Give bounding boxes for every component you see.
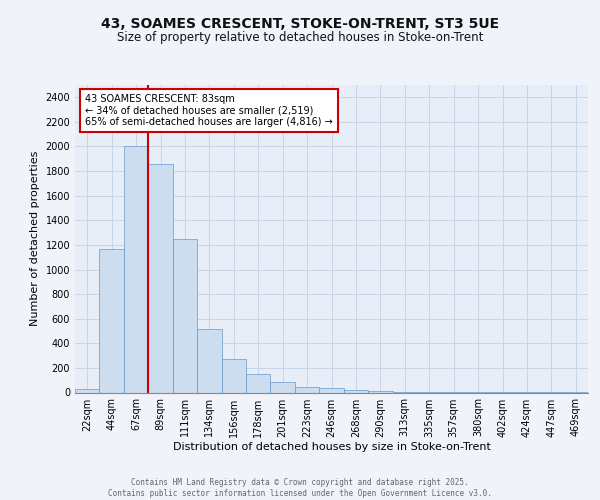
Bar bbox=[295, 388, 319, 392]
X-axis label: Distribution of detached houses by size in Stoke-on-Trent: Distribution of detached houses by size … bbox=[173, 442, 490, 452]
Bar bbox=[124, 146, 148, 392]
Bar bbox=[221, 358, 246, 392]
Bar bbox=[148, 164, 173, 392]
Bar bbox=[319, 388, 344, 392]
Bar bbox=[271, 382, 295, 392]
Bar bbox=[246, 374, 271, 392]
Text: Size of property relative to detached houses in Stoke-on-Trent: Size of property relative to detached ho… bbox=[117, 31, 483, 44]
Bar bbox=[197, 328, 221, 392]
Bar bbox=[368, 391, 392, 392]
Text: Contains HM Land Registry data © Crown copyright and database right 2025.
Contai: Contains HM Land Registry data © Crown c… bbox=[108, 478, 492, 498]
Bar bbox=[344, 390, 368, 392]
Bar bbox=[75, 390, 100, 392]
Bar bbox=[173, 240, 197, 392]
Text: 43 SOAMES CRESCENT: 83sqm
← 34% of detached houses are smaller (2,519)
65% of se: 43 SOAMES CRESCENT: 83sqm ← 34% of detac… bbox=[85, 94, 333, 128]
Y-axis label: Number of detached properties: Number of detached properties bbox=[30, 151, 40, 326]
Text: 43, SOAMES CRESCENT, STOKE-ON-TRENT, ST3 5UE: 43, SOAMES CRESCENT, STOKE-ON-TRENT, ST3… bbox=[101, 18, 499, 32]
Bar bbox=[100, 248, 124, 392]
